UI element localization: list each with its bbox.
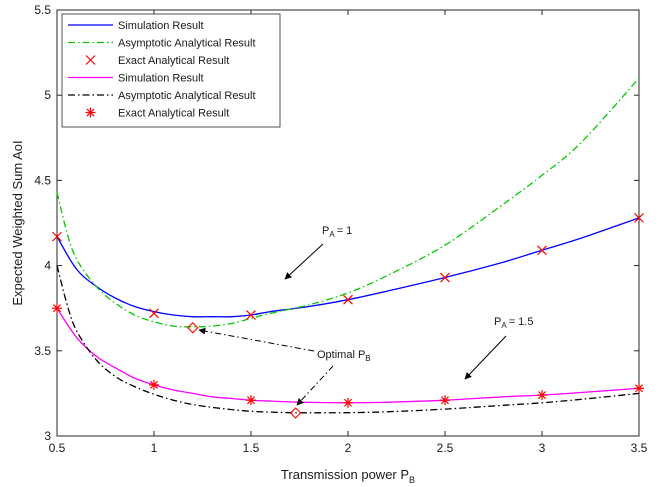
- y-axis: 3 3.5 4 4.5 5 5.5: [34, 3, 639, 443]
- y-tick-label: 5: [44, 88, 51, 102]
- legend-label: Exact Analytical Result: [118, 55, 229, 67]
- star-marker-point: [52, 303, 62, 314]
- star-marker-point: [440, 395, 450, 406]
- optimal-point-diamond: [289, 407, 302, 419]
- pa1-label: P: [322, 225, 329, 237]
- legend-label: Asymptotic Analytical Result: [118, 38, 256, 50]
- legend-item: Asymptotic Analytical Result: [68, 38, 256, 50]
- optimal-sub: B: [365, 354, 370, 363]
- pa1-value: = 1: [337, 225, 353, 237]
- x-marker-point: [52, 231, 62, 242]
- legend-label: Exact Analytical Result: [118, 108, 229, 120]
- optimal-point-diamond: [187, 322, 199, 334]
- x-marker-point: [149, 308, 159, 319]
- legend-label: Simulation Result: [118, 20, 204, 32]
- x-marker-point: [440, 272, 450, 283]
- legend-item: Exact Analytical Result: [85, 55, 229, 67]
- legend-item: Simulation Result: [68, 73, 204, 85]
- svg-text:PA= 1.5: PA = 1.5: [494, 316, 533, 330]
- pa1-sub: A: [329, 230, 335, 239]
- x-tick-label: 0.5: [49, 441, 66, 455]
- pa15-value: = 1.5: [509, 316, 534, 328]
- legend-item: Asymptotic Analytical Result: [68, 90, 256, 102]
- annotation-pa-1-5: PA = 1.5: [464, 316, 533, 380]
- annotation-optimal: Optimal PB: [198, 327, 371, 406]
- marker-layer: [52, 212, 644, 419]
- svg-text:PA= 1: PA = 1: [322, 225, 352, 239]
- x-tick-label: 2.5: [437, 441, 454, 455]
- x-marker-point: [634, 212, 644, 223]
- star-marker-point: [343, 397, 353, 408]
- x-marker-point: [246, 310, 256, 320]
- star-marker-point: [634, 383, 644, 394]
- star-marker-point: [246, 395, 256, 406]
- y-tick-label: 3: [44, 429, 51, 443]
- optimal-arrow-1: [198, 327, 315, 352]
- x-axis-label: Transmission power PB: [281, 467, 415, 485]
- y-tick-label: 4: [44, 259, 51, 273]
- y-axis-label: Expected Weighted Sum AoI: [10, 140, 25, 305]
- x-axis: 0.5 1 1.5 2 2.5 3 3.5: [49, 10, 648, 455]
- y-tick-label: 3.5: [34, 344, 51, 358]
- series-line-4: [56, 265, 640, 414]
- pa15-arrow: [464, 335, 507, 380]
- legend-label: Asymptotic Analytical Result: [118, 90, 256, 102]
- legend-item: Exact Analytical Result: [85, 107, 229, 120]
- pa15-sub: A: [501, 321, 507, 330]
- legend-box: [61, 13, 281, 128]
- x-tick-label: 3: [539, 441, 546, 455]
- y-tick-label: 5.5: [34, 3, 51, 17]
- legend-swatch-x: [85, 55, 96, 65]
- x-marker-point: [537, 245, 547, 256]
- annotation-pa-1: PA = 1: [284, 225, 352, 280]
- legend-item: Simulation Result: [68, 20, 204, 32]
- legend-swatch-star: [85, 107, 96, 118]
- optimal-arrow-2: [296, 365, 334, 406]
- x-marker-point: [343, 294, 353, 305]
- series-line-0: [56, 217, 640, 318]
- svg-text:Optimal PB: Optimal PB: [317, 349, 371, 363]
- x-tick-label: 2: [345, 441, 352, 455]
- star-marker-point: [537, 390, 547, 401]
- legend: Simulation Result Asymptotic Analytical R…: [61, 13, 281, 128]
- y-tick-label: 4.5: [34, 173, 51, 187]
- series-line-1: [56, 77, 640, 328]
- legend-label: Simulation Result: [118, 73, 204, 85]
- pa15-label: P: [494, 316, 501, 328]
- x-tick-label: 1: [151, 441, 158, 455]
- x-tick-label: 1.5: [243, 441, 260, 455]
- pa1-arrow: [284, 243, 324, 280]
- x-tick-label: 3.5: [631, 441, 648, 455]
- star-marker-point: [149, 379, 159, 390]
- optimal-label: Optimal P: [317, 349, 365, 361]
